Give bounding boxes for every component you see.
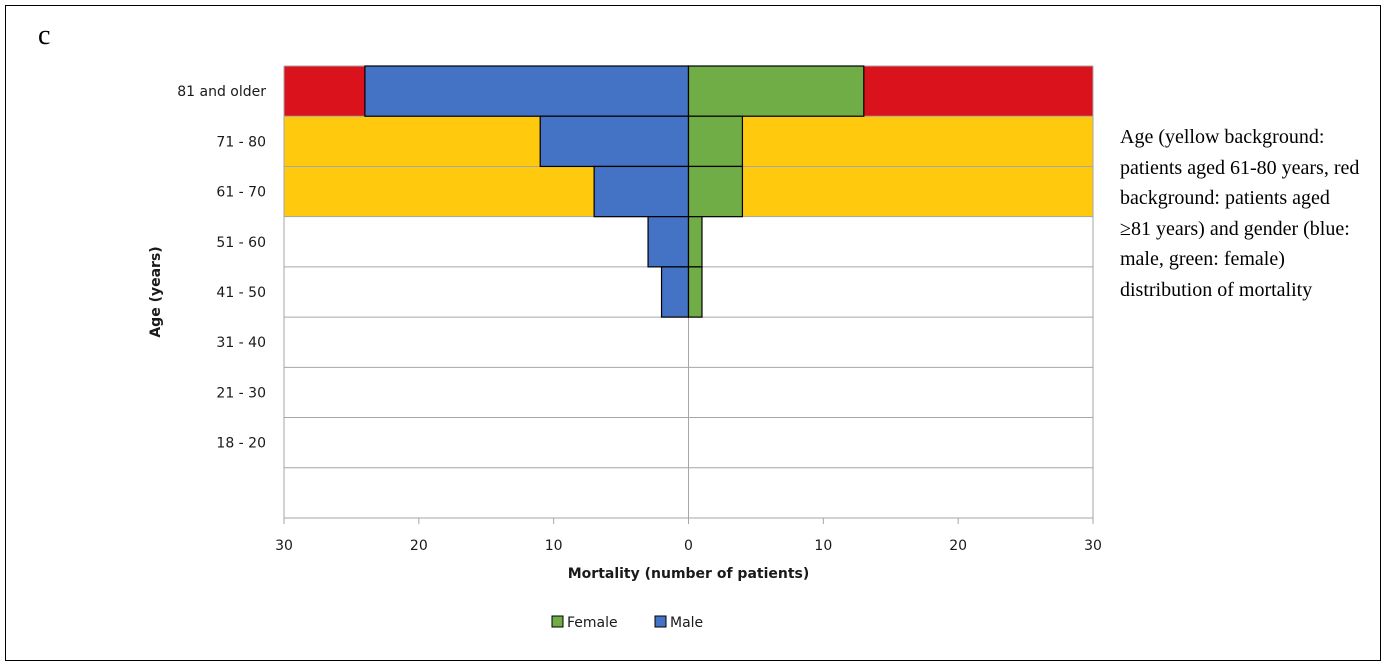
legend: Female Male bbox=[551, 615, 703, 631]
bar-female-71-80 bbox=[687, 115, 744, 168]
y-tick-label: 61 - 70 bbox=[216, 185, 266, 201]
bar-male-61-70 bbox=[593, 165, 690, 218]
bar-male-71-80 bbox=[539, 115, 690, 168]
x-tick-label: 30 bbox=[1084, 538, 1102, 554]
y-tick-label: 71 - 80 bbox=[216, 134, 266, 150]
x-axis-title: Mortality (number of patients) bbox=[568, 566, 810, 582]
bar-male-51-60 bbox=[647, 216, 690, 268]
y-tick-labels: 81 and older 71 - 80 61 - 70 51 - 60 41 - 50… bbox=[177, 84, 266, 452]
legend-swatch-female bbox=[551, 615, 564, 628]
x-tick-label: 10 bbox=[814, 538, 832, 554]
x-tick-labels: 30 20 10 0 10 20 30 bbox=[275, 538, 1102, 554]
bar-female-41-50 bbox=[687, 266, 703, 318]
y-tick-label: 18 - 20 bbox=[216, 436, 266, 452]
y-tick-label: 31 - 40 bbox=[216, 335, 266, 351]
x-tick-label: 20 bbox=[949, 538, 967, 554]
y-tick-label: 81 and older bbox=[177, 84, 266, 100]
legend-label-female: Female bbox=[567, 615, 618, 631]
bar-female-61-70 bbox=[687, 165, 744, 218]
bar-male-41-50 bbox=[660, 266, 690, 318]
panel-label: c bbox=[38, 20, 51, 51]
x-tick-label: 30 bbox=[275, 538, 293, 554]
y-axis-title: Age (years) bbox=[148, 246, 164, 337]
legend-swatch-male bbox=[654, 615, 667, 628]
bar-male-81-and-older bbox=[364, 65, 690, 117]
y-tick-label: 51 - 60 bbox=[216, 235, 266, 251]
figure-caption: Age (yellow background: patients aged 61… bbox=[1120, 126, 1360, 301]
bar-female-51-60 bbox=[687, 216, 703, 268]
x-tick-label: 20 bbox=[410, 538, 428, 554]
x-tick-label: 10 bbox=[545, 538, 563, 554]
x-tick-label: 0 bbox=[684, 538, 693, 554]
y-tick-label: 21 - 30 bbox=[216, 385, 266, 401]
y-tick-label: 41 - 50 bbox=[216, 285, 266, 301]
bars bbox=[364, 65, 865, 318]
legend-label-male: Male bbox=[670, 615, 703, 631]
bar-female-81-and-older bbox=[687, 65, 865, 117]
